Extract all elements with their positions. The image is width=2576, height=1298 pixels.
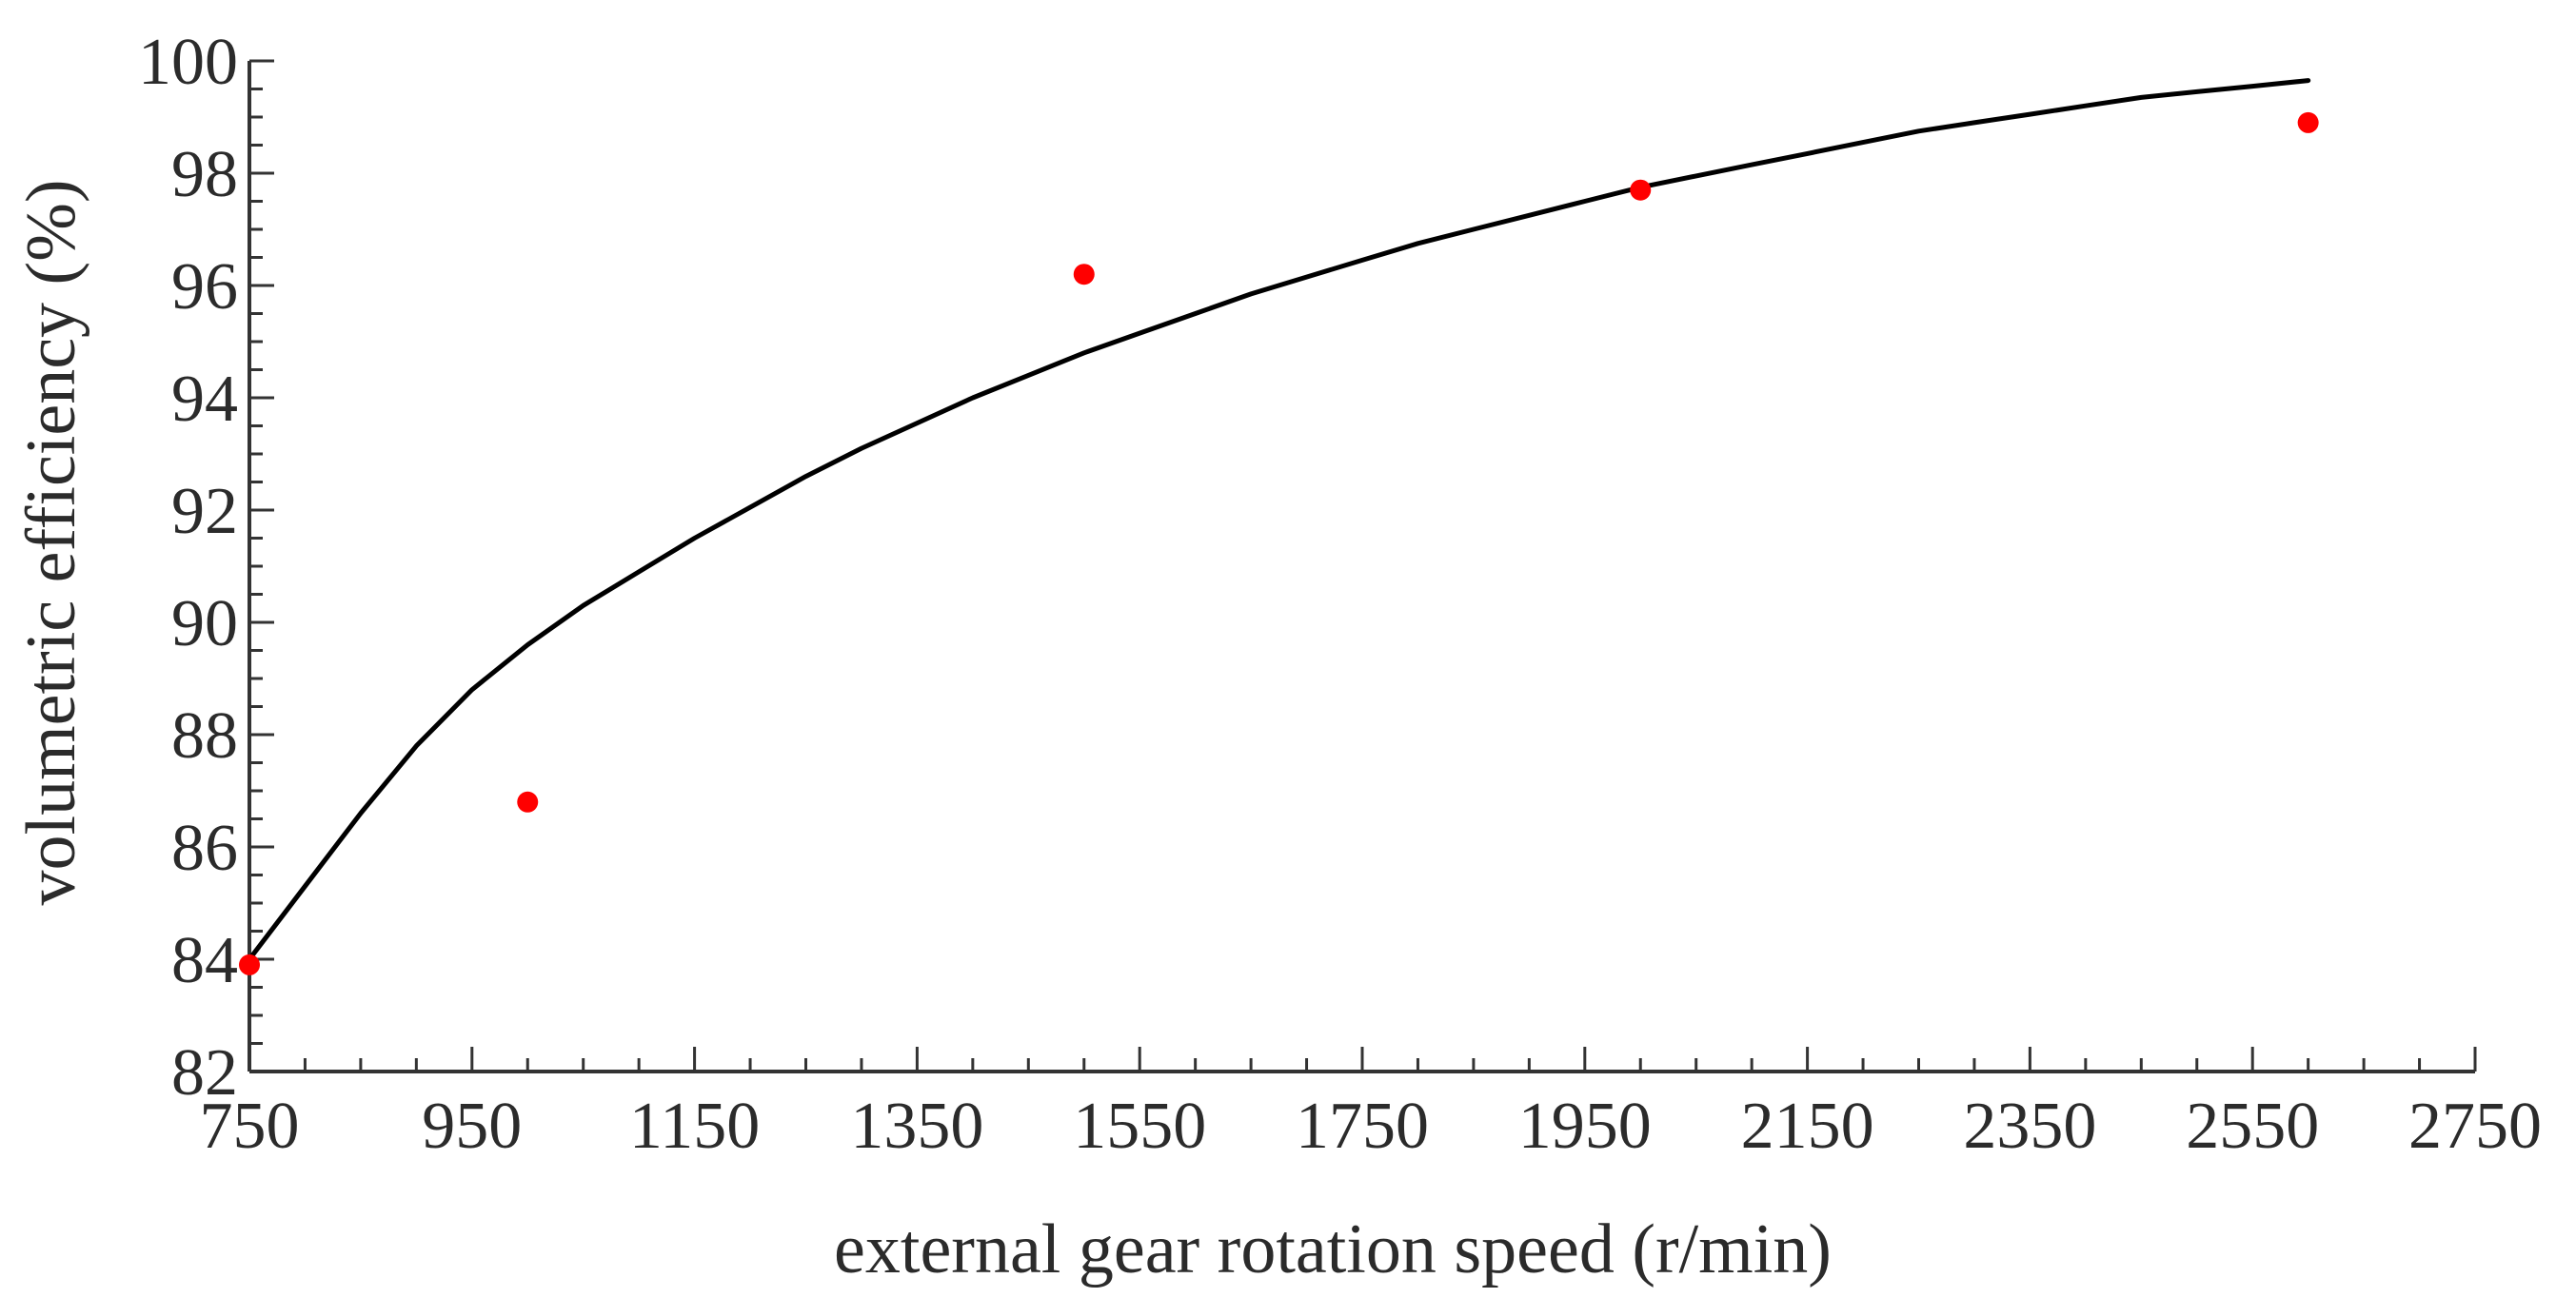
y-tick-label: 100 [138,26,238,99]
x-tick-label: 1150 [629,1090,760,1163]
chart-curve-layer [247,78,2311,962]
y-tick-label: 84 [171,924,238,997]
x-tick-label: 1550 [1073,1090,1206,1163]
y-tick-label: 98 [171,138,238,211]
y-tick-label: 82 [171,1036,238,1110]
y-tick-label: 92 [171,475,238,548]
measured-data-point [2297,111,2319,133]
x-tick-label: 2350 [1963,1090,2096,1163]
y-axis-title: volumetric efficiency (%) [12,180,90,906]
y-tick-label: 88 [171,699,238,773]
y-tick-label: 90 [171,587,238,660]
measured-data-point [1630,179,1652,201]
x-tick-label: 950 [422,1090,522,1163]
measured-data-point [517,791,539,813]
measured-data-point [1073,264,1095,285]
x-tick-label: 2750 [2408,1090,2542,1163]
x-tick-label: 1950 [1518,1090,1652,1163]
y-tick-label: 86 [171,812,238,885]
x-tick-label: 2150 [1741,1090,1874,1163]
chart-tick-labels: 750 950 1150 1350 1550 1750 1950 2150 2350 2550 27… [138,26,2542,1163]
x-tick-label: 1350 [850,1090,983,1163]
y-tick-label: 94 [171,363,238,436]
x-axis-title: external gear rotation speed (r/min) [834,1210,1832,1288]
chart-ticks [248,59,2477,1073]
chart-points-layer [239,111,2319,975]
measured-data-point [239,954,260,975]
y-tick-label: 96 [171,250,238,324]
fitted-curve-line [247,78,2311,962]
chart-axes [248,61,2475,1073]
x-tick-label: 750 [200,1090,300,1163]
x-tick-label: 1750 [1296,1090,1429,1163]
x-tick-label: 2550 [2186,1090,2319,1163]
